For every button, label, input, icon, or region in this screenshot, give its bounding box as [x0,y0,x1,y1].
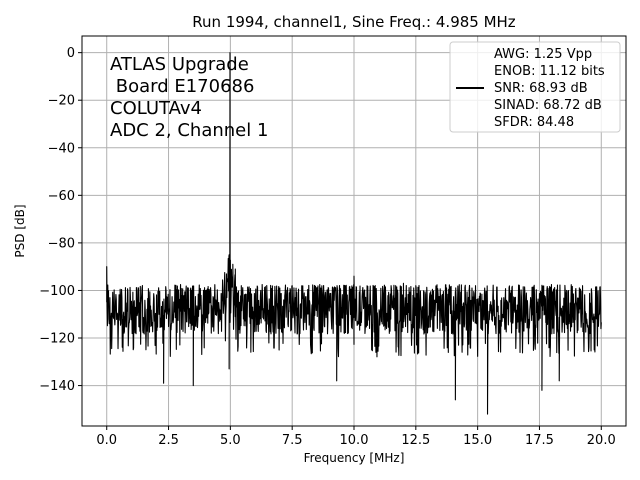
y-tick-label: −100 [39,284,75,299]
x-axis-ticks: 0.0 2.5 5.0 7.5 10.0 12.5 15.0 17.5 20.0 [96,426,616,448]
annotation-line-4: ADC 2, Channel 1 [110,120,268,141]
legend-entry-awg: AWG: 1.25 Vpp [494,47,592,62]
x-tick-label: 10.0 [340,433,369,448]
x-tick-label: 5.0 [220,433,241,448]
y-tick-label: −60 [48,189,75,204]
x-tick-label: 17.5 [525,433,554,448]
x-tick-label: 2.5 [158,433,179,448]
annotation-line-2: Board E170686 [110,76,254,97]
y-axis-label: PSD [dB] [13,204,27,257]
x-tick-label: 7.5 [282,433,303,448]
y-tick-label: −20 [48,94,75,109]
legend-entry-sfdr: SFDR: 84.48 [494,115,574,130]
annotation-line-1: ATLAS Upgrade [110,54,249,75]
legend-entry-enob: ENOB: 11.12 bits [494,64,605,79]
chart-title: Run 1994, channel1, Sine Freq.: 4.985 MH… [192,13,516,31]
psd-series [106,52,602,415]
x-axis-label: Frequency [MHz] [304,451,405,465]
y-tick-label: 0 [67,46,75,61]
y-tick-label: −120 [39,332,75,347]
psd-trace [106,52,602,415]
board-annotation: ATLAS Upgrade Board E170686 COLUTAv4 ADC… [110,54,268,141]
legend-entry-sinad: SINAD: 68.72 dB [494,98,602,113]
x-tick-label: 12.5 [401,433,430,448]
x-tick-label: 0.0 [96,433,117,448]
y-tick-label: −140 [39,379,75,394]
legend-box [449,41,621,133]
y-tick-label: −80 [48,236,75,251]
legend-entry-snr: SNR: 68.93 dB [494,81,588,96]
annotation-line-3: COLUTAv4 [110,98,202,119]
x-tick-label: 15.0 [463,433,492,448]
y-tick-label: −40 [48,141,75,156]
legend: AWG: 1.25 Vpp ENOB: 11.12 bits SNR: 68.9… [449,41,621,133]
y-axis-ticks: 0 −20 −40 −60 −80 −100 −120 −140 [39,46,82,394]
x-tick-label: 20.0 [587,433,616,448]
